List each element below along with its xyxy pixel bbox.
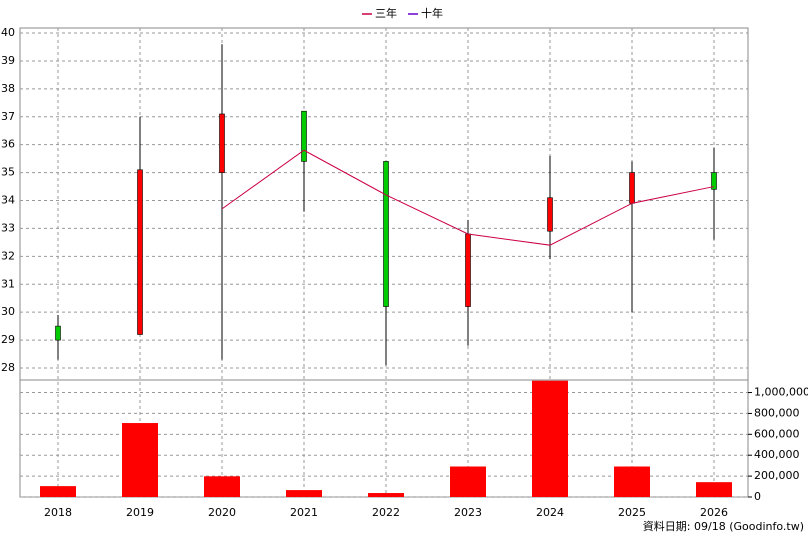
y-tick-label: 38	[1, 82, 15, 95]
x-tick-label: 2023	[454, 506, 482, 519]
x-tick-label: 2018	[44, 506, 72, 519]
y-tick-label: 39	[1, 54, 15, 67]
x-tick-label: 2019	[126, 506, 154, 519]
volume-bar	[122, 423, 158, 497]
y-tick-label: 34	[1, 194, 15, 207]
y2-tick-label: 200,000	[754, 469, 800, 482]
footer: 資料日期: 09/18 (Goodinfo.tw)	[643, 519, 804, 533]
candle-body	[711, 172, 717, 190]
volume-bar	[614, 466, 650, 497]
y2-tick-label: 600,000	[754, 427, 800, 440]
candle-body	[55, 325, 61, 341]
y-tick-label: 33	[1, 221, 15, 234]
candle-body	[137, 169, 143, 335]
y-tick-label: 31	[1, 277, 15, 290]
y-tick-label: 35	[1, 166, 15, 179]
candle-body	[383, 161, 389, 307]
y-tick-label: 29	[1, 333, 15, 346]
x-tick-label: 2024	[536, 506, 564, 519]
volume-bar	[532, 380, 568, 497]
y-tick-label: 28	[1, 361, 15, 374]
y2-tick-label: 0	[754, 490, 761, 503]
x-tick-label: 2025	[618, 506, 646, 519]
y-tick-label: 40	[1, 26, 15, 39]
candle-body	[547, 197, 553, 232]
candle-body	[219, 113, 225, 173]
legend-label: 三年	[375, 6, 397, 20]
candle-body	[465, 233, 471, 307]
y2-tick-label: 1,000,000	[754, 386, 808, 399]
y-tick-label: 32	[1, 249, 15, 262]
volume-bar	[204, 476, 240, 497]
x-tick-label: 2021	[290, 506, 318, 519]
ma-line	[221, 149, 715, 246]
y-tick-label: 37	[1, 110, 15, 123]
x-tick-label: 2020	[208, 506, 236, 519]
legend-label: 十年	[421, 6, 443, 20]
y-tick-label: 30	[1, 305, 15, 318]
volume-bar	[286, 490, 322, 497]
y2-tick-label: 400,000	[754, 448, 800, 461]
candle-body	[301, 110, 307, 162]
y2-tick-label: 800,000	[754, 406, 800, 419]
candle-body	[629, 172, 635, 204]
volume-bar	[40, 486, 76, 497]
volume-bar	[696, 482, 732, 497]
volume-bar	[368, 493, 404, 497]
x-tick-label: 2026	[700, 506, 728, 519]
volume-bar	[450, 466, 486, 497]
x-tick-label: 2022	[372, 506, 400, 519]
y-tick-label: 36	[1, 138, 15, 151]
